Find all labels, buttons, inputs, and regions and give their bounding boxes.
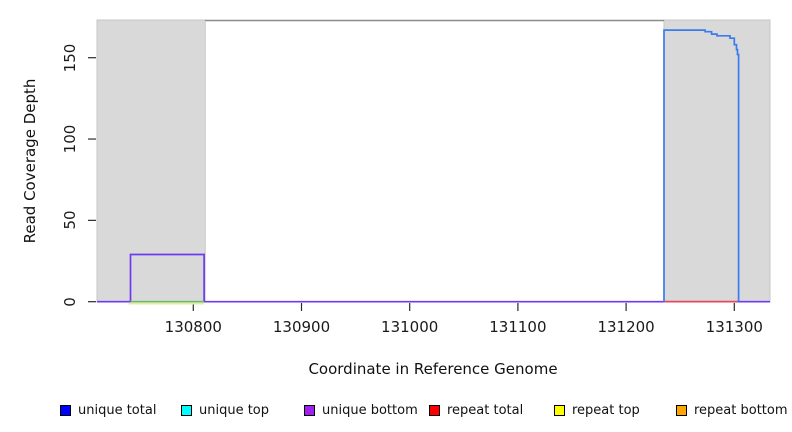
repeat-masked-region-left bbox=[96, 19, 206, 303]
x-tick-label: 131000 bbox=[381, 318, 439, 336]
y-tick-label: 150 bbox=[61, 43, 79, 73]
x-tick-label: 131100 bbox=[489, 318, 547, 336]
series-unique-total bbox=[663, 29, 740, 302]
x-tick-label: 131200 bbox=[597, 318, 655, 336]
x-tick-label: 130800 bbox=[164, 318, 222, 336]
x-tick-label: 131300 bbox=[705, 318, 763, 336]
x-tick-label: 130900 bbox=[272, 318, 331, 336]
repeat-masked-region-right bbox=[663, 19, 771, 303]
y-axis-title: Read Coverage Depth bbox=[21, 78, 39, 244]
y-tick-label: 50 bbox=[61, 210, 79, 230]
y-tick-label: 100 bbox=[61, 124, 79, 154]
series-unique-bottom bbox=[97, 253, 770, 303]
y-tick-label: 0 bbox=[61, 296, 79, 307]
x-axis-title: Coordinate in Reference Genome bbox=[308, 360, 558, 378]
